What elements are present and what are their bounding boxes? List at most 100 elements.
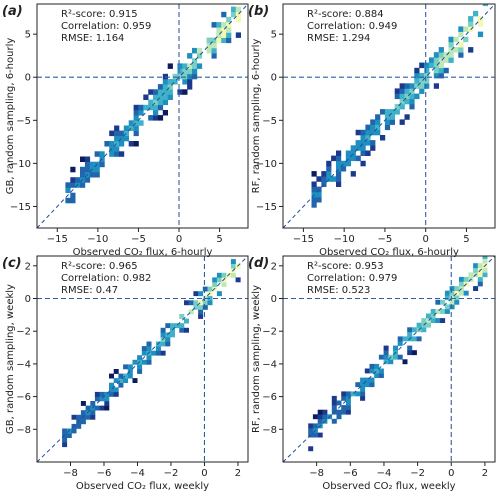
density-cell — [316, 191, 322, 198]
density-cell — [133, 104, 139, 111]
density-cell — [148, 115, 154, 121]
density-cell — [184, 318, 189, 324]
density-cell — [226, 22, 232, 28]
density-cell — [109, 391, 114, 397]
stat-line: Correlation: 0.959 — [61, 21, 151, 32]
density-cell — [411, 327, 417, 333]
density-cell — [146, 346, 152, 351]
density-cell — [192, 73, 198, 80]
density-cell — [360, 145, 366, 151]
density-cell — [207, 300, 213, 306]
density-cell — [160, 332, 166, 338]
density-cell — [360, 377, 366, 383]
density-cell — [429, 62, 435, 69]
density-cell — [355, 140, 361, 146]
density-cell — [407, 345, 413, 351]
density-cell — [477, 21, 484, 27]
density-cell — [109, 373, 114, 379]
density-cell — [364, 382, 370, 388]
density-cell — [62, 442, 68, 448]
stat-line: Correlation: 0.982 — [61, 273, 151, 284]
density-cell — [421, 327, 427, 333]
density-cell — [187, 63, 193, 69]
density-cell — [184, 300, 189, 306]
density-cell — [198, 309, 204, 315]
density-cell — [76, 423, 82, 429]
density-cell — [430, 309, 436, 314]
density-cell — [182, 73, 188, 80]
density-cell — [433, 83, 439, 89]
density-cell — [312, 423, 318, 429]
density-cell — [336, 166, 342, 172]
density-cell — [424, 78, 430, 84]
density-cell — [443, 52, 449, 58]
density-cell — [416, 336, 422, 342]
density-cell — [394, 103, 400, 110]
density-cell — [322, 409, 328, 415]
density-cell — [430, 318, 436, 323]
density-cell — [148, 104, 154, 111]
density-cell — [157, 99, 164, 106]
density-cell — [174, 323, 180, 329]
density-cell — [449, 299, 455, 305]
density-cell — [402, 336, 408, 342]
density-cell — [231, 6, 237, 13]
density-cell — [443, 57, 449, 63]
density-cell — [454, 286, 460, 291]
density-cell — [336, 160, 342, 167]
x-axis-label: Observed CO₂ flux, 6-hourly — [319, 247, 459, 258]
density-cell — [369, 363, 375, 369]
density-cell — [355, 145, 361, 151]
density-cell — [71, 414, 77, 420]
density-cell — [399, 103, 405, 110]
density-cell — [440, 299, 446, 305]
one-to-one-line — [283, 256, 495, 462]
density-cell — [407, 350, 413, 356]
stat-line: RMSE: 1.294 — [307, 33, 370, 44]
density-cell — [146, 341, 152, 347]
density-cell — [221, 37, 227, 44]
axes-frame — [36, 255, 249, 463]
density-cell — [226, 32, 232, 38]
density-cell — [407, 331, 413, 337]
density-cell — [123, 373, 129, 379]
density-cell — [94, 396, 100, 402]
density-cell — [321, 176, 327, 182]
x-tick-label: 2 — [482, 468, 488, 479]
density-cell — [409, 103, 415, 110]
x-tick-label: −5 — [378, 234, 393, 245]
density-cell — [104, 396, 110, 402]
density-cell — [430, 313, 436, 319]
density-cell — [426, 318, 431, 323]
density-cell — [424, 72, 430, 79]
density-cell — [184, 327, 189, 333]
density-cell — [369, 382, 375, 388]
density-cell — [433, 72, 439, 79]
y-tick-label: −4 — [16, 359, 31, 370]
density-cell — [468, 47, 474, 53]
density-cell — [104, 141, 110, 147]
density-cell — [468, 272, 474, 278]
density-cell — [375, 124, 381, 131]
density-cell — [360, 391, 366, 397]
density-cell — [231, 11, 237, 18]
panel-d: −8 −6 −4 −2 0 2 −8 −6 −4 −2 0 2 Observed CO₂ flux, w… — [248, 255, 496, 492]
density-cell — [416, 322, 422, 328]
density-cell — [143, 104, 149, 111]
density-cell — [424, 83, 430, 89]
y-tick-label: −10 — [10, 159, 31, 170]
density-cell — [127, 373, 133, 379]
density-cell — [364, 377, 370, 383]
density-cell — [193, 300, 199, 306]
density-cell — [193, 304, 199, 310]
density-cell — [216, 277, 222, 283]
density-cell — [216, 291, 222, 297]
density-cell — [70, 166, 76, 173]
density-cell — [206, 42, 212, 49]
density-cell — [336, 414, 342, 420]
density-cell — [404, 114, 410, 120]
density-cell — [438, 62, 444, 69]
density-cell — [440, 318, 446, 323]
density-cell — [388, 359, 394, 365]
density-cell — [206, 47, 212, 54]
